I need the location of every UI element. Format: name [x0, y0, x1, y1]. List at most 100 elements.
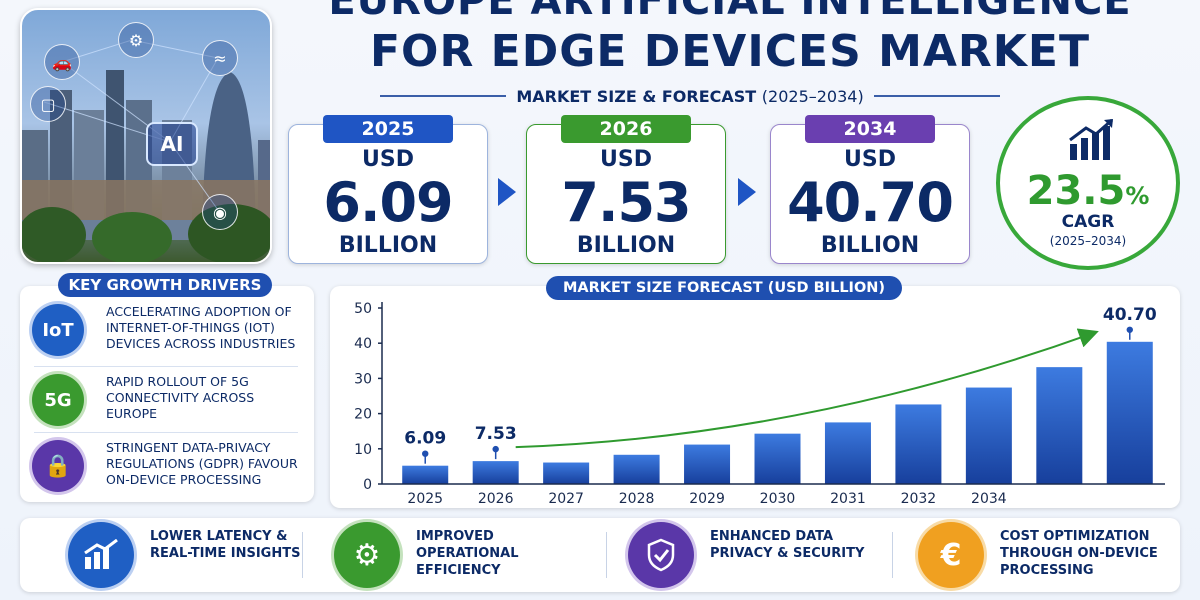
benefit-text: Enhanced data privacy & security [710, 529, 865, 561]
subtitle-divider-right [873, 95, 1001, 97]
driver-text: Accelerating adoption of Internet-of-Thi… [106, 304, 296, 351]
divider [34, 432, 298, 433]
benefits-bar: Lower latency & real-time insights ⚙ Imp… [20, 518, 1180, 592]
cagr-years: (2025–2034) [1049, 234, 1127, 248]
y-axis: 0 10 20 30 40 50 [354, 301, 383, 493]
benefit-text: Cost optimization through on-device proc… [1000, 529, 1158, 578]
divider [34, 366, 298, 367]
y-tick-label: 0 [363, 477, 372, 493]
bar [543, 462, 590, 484]
chart-up-icon [68, 522, 134, 588]
bar [613, 454, 660, 484]
chart-title: MARKET SIZE FORECAST (USD BILLION) [546, 276, 902, 300]
robot-arm-icon: ⚙ [118, 22, 154, 58]
y-tick-label: 50 [354, 301, 372, 317]
x-tick-label: 2025 [407, 491, 443, 507]
shield-check-icon [628, 522, 694, 588]
x-tick-label: 2029 [689, 491, 725, 507]
euro-icon: € [918, 522, 984, 588]
divider [606, 532, 607, 578]
drivers-title: KEY GROWTH DRIVERS [58, 273, 272, 297]
ai-chip-badge: AI [146, 122, 198, 166]
factory-icon: ▢ [30, 86, 66, 122]
bar [1036, 367, 1083, 484]
y-tick-label: 20 [354, 407, 372, 423]
x-tick-label: 2031 [830, 491, 866, 507]
card-value: 40.70 [787, 171, 954, 234]
divider [302, 532, 303, 578]
growth-chart-icon [1069, 118, 1113, 160]
y-tick-label: 30 [354, 371, 372, 387]
subtitle-divider-left [380, 95, 507, 97]
bar [895, 404, 942, 484]
driver-item-iot: IoT Accelerating adoption of Internet-of… [28, 298, 308, 358]
cagr-value: 23.5% [1026, 168, 1150, 214]
bar [684, 444, 731, 484]
bars [402, 341, 1153, 484]
driver-text: Stringent data-privacy regulations (GDPR… [106, 440, 298, 487]
label-dot [1126, 326, 1133, 333]
card-year-badge: 2025 [323, 115, 453, 143]
data-label: 40.70 [1103, 305, 1157, 325]
driver-item-gdpr: 🔒 Stringent data-privacy regulations (GD… [28, 434, 308, 494]
x-tick-label: 2032 [901, 491, 937, 507]
subtitle-row: MARKET SIZE & FORECAST (2025–2034) [380, 86, 1001, 106]
key-growth-drivers-panel: IoT Accelerating adoption of Internet-of… [20, 286, 314, 502]
cagr-label: CAGR [1061, 212, 1115, 232]
benefit-text: Improved operational efficiency [416, 529, 519, 578]
subtitle: MARKET SIZE & FORECAST (2025–2034) [516, 86, 864, 106]
wifi-icon: ≈ [202, 40, 238, 76]
title-line-2: FOR EDGE DEVICES MARKET [370, 26, 1090, 77]
market-card-2034: 2034 USD 40.70 BILLION [770, 115, 970, 264]
card-unit: BILLION [576, 233, 676, 258]
bar [1106, 341, 1153, 484]
label-dot [422, 450, 429, 457]
market-card-2025: 2025 USD 6.09 BILLION [288, 115, 488, 264]
title-line-1: EUROPE ARTIFICIAL INTELLIGENCE [328, 0, 1132, 24]
bar [965, 387, 1012, 484]
driver-item-5g: 5G Rapid rollout of 5G connectivity acro… [28, 368, 308, 428]
car-icon: 🚗 [44, 44, 80, 80]
hero-city-image: 🚗 ⚙ ≈ ▢ ◉ AI [20, 8, 272, 264]
bar [472, 461, 519, 484]
data-labels: 6.09 7.53 40.70 [404, 305, 1157, 464]
camera-icon: ◉ [202, 194, 238, 230]
label-dot [492, 445, 499, 453]
x-axis: 2025 2026 2027 2028 2029 2030 2031 2032 2034 [382, 483, 1165, 507]
market-card-2026: 2026 USD 7.53 BILLION [526, 115, 726, 264]
card-value: 7.53 [561, 171, 691, 234]
bar [402, 465, 449, 484]
arrow-right-icon [738, 178, 756, 206]
y-tick-label: 10 [354, 442, 372, 458]
bar [824, 422, 871, 484]
benefit-text: Lower latency & real-time insights [150, 529, 301, 561]
card-year-badge: 2034 [805, 115, 935, 143]
benefit-cost: € Cost optimization through on-device pr… [918, 518, 1178, 592]
cagr-circle: 23.5% CAGR (2025–2034) [996, 96, 1180, 270]
benefit-efficiency: ⚙ Improved operational efficiency [334, 518, 604, 592]
arrow-right-icon [498, 178, 516, 206]
x-tick-label: 2030 [760, 491, 796, 507]
card-unit: BILLION [338, 233, 438, 258]
x-tick-label: 2034 [971, 491, 1007, 507]
data-label: 6.09 [404, 429, 446, 449]
y-tick-label: 40 [354, 336, 372, 352]
driver-text: Rapid rollout of 5G connectivity across … [106, 374, 255, 421]
card-value: 6.09 [323, 171, 453, 234]
data-label: 7.53 [475, 424, 517, 444]
x-tick-label: 2026 [478, 491, 514, 507]
card-currency: USD [362, 147, 414, 172]
benefit-privacy: Enhanced data privacy & security [628, 518, 898, 592]
card-currency: USD [600, 147, 652, 172]
card-currency: USD [844, 147, 896, 172]
iot-icon: IoT [32, 304, 84, 356]
5g-icon: 5G [32, 374, 84, 426]
x-tick-label: 2028 [619, 491, 655, 507]
x-tick-label: 2027 [548, 491, 584, 507]
bar [754, 433, 801, 484]
gear-icon: ⚙ [334, 522, 400, 588]
card-unit: BILLION [820, 233, 920, 258]
benefit-latency: Lower latency & real-time insights [68, 518, 338, 592]
divider [892, 532, 893, 578]
